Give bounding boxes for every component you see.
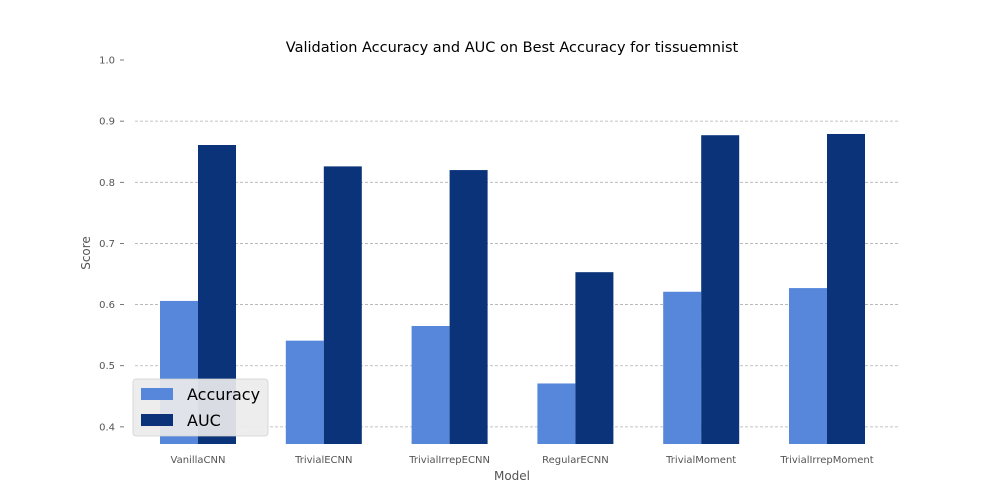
bar-accuracy-regularecnn (537, 383, 576, 444)
bar-auc-trivialirrepecnn (449, 170, 488, 444)
y-tick-label: 0.4 (99, 422, 115, 433)
bar-accuracy-trivialirrepecnn (411, 325, 450, 444)
y-tick-label: 0.7 (99, 239, 115, 250)
x-axis-ticks: VanillaCNN TrivialECNN TrivialIrrepECNN Reg… (171, 455, 874, 466)
x-tick-label: TrivialMoment (665, 455, 736, 466)
x-tick-label: TrivialECNN (294, 455, 352, 466)
bar-auc-trivialirrepmoment (827, 133, 865, 445)
legend-swatch-accuracy (141, 388, 173, 400)
legend-swatch-auc (141, 414, 173, 426)
x-tick-label: VanillaCNN (171, 455, 226, 466)
bar-auc-trivialecnn (323, 166, 362, 444)
legend-label-accuracy: Accuracy (187, 385, 260, 404)
legend: Accuracy AUC (132, 378, 269, 437)
y-tick-label: 0.6 (99, 300, 115, 311)
y-axis-ticks: 0.4 0.5 0.6 0.7 0.8 0.9 1.0 (99, 56, 124, 433)
x-tick-label: TrivialIrrepECNN (408, 455, 490, 466)
legend-label-auc: AUC (187, 411, 221, 430)
bar-auc-regularecnn (575, 272, 614, 444)
x-axis-label: Model (494, 469, 530, 483)
bar-accuracy-trivialecnn (285, 340, 324, 444)
x-tick-label: RegularECNN (542, 455, 609, 466)
x-tick-label: TrivialIrrepMoment (779, 455, 873, 466)
y-tick-label: 0.8 (99, 178, 115, 189)
grid-lines (135, 120, 900, 428)
y-tick-label: 0.9 (99, 117, 115, 128)
bar-auc-trivialmoment (701, 135, 740, 444)
y-axis-label: Score (79, 236, 93, 270)
bar-accuracy-trivialmoment (663, 291, 702, 444)
y-tick-label: 0.5 (99, 361, 115, 372)
bar-accuracy-trivialirrepmoment (789, 288, 827, 444)
y-tick-label: 1.0 (99, 56, 115, 67)
chart-title: Validation Accuracy and AUC on Best Accu… (286, 40, 739, 56)
